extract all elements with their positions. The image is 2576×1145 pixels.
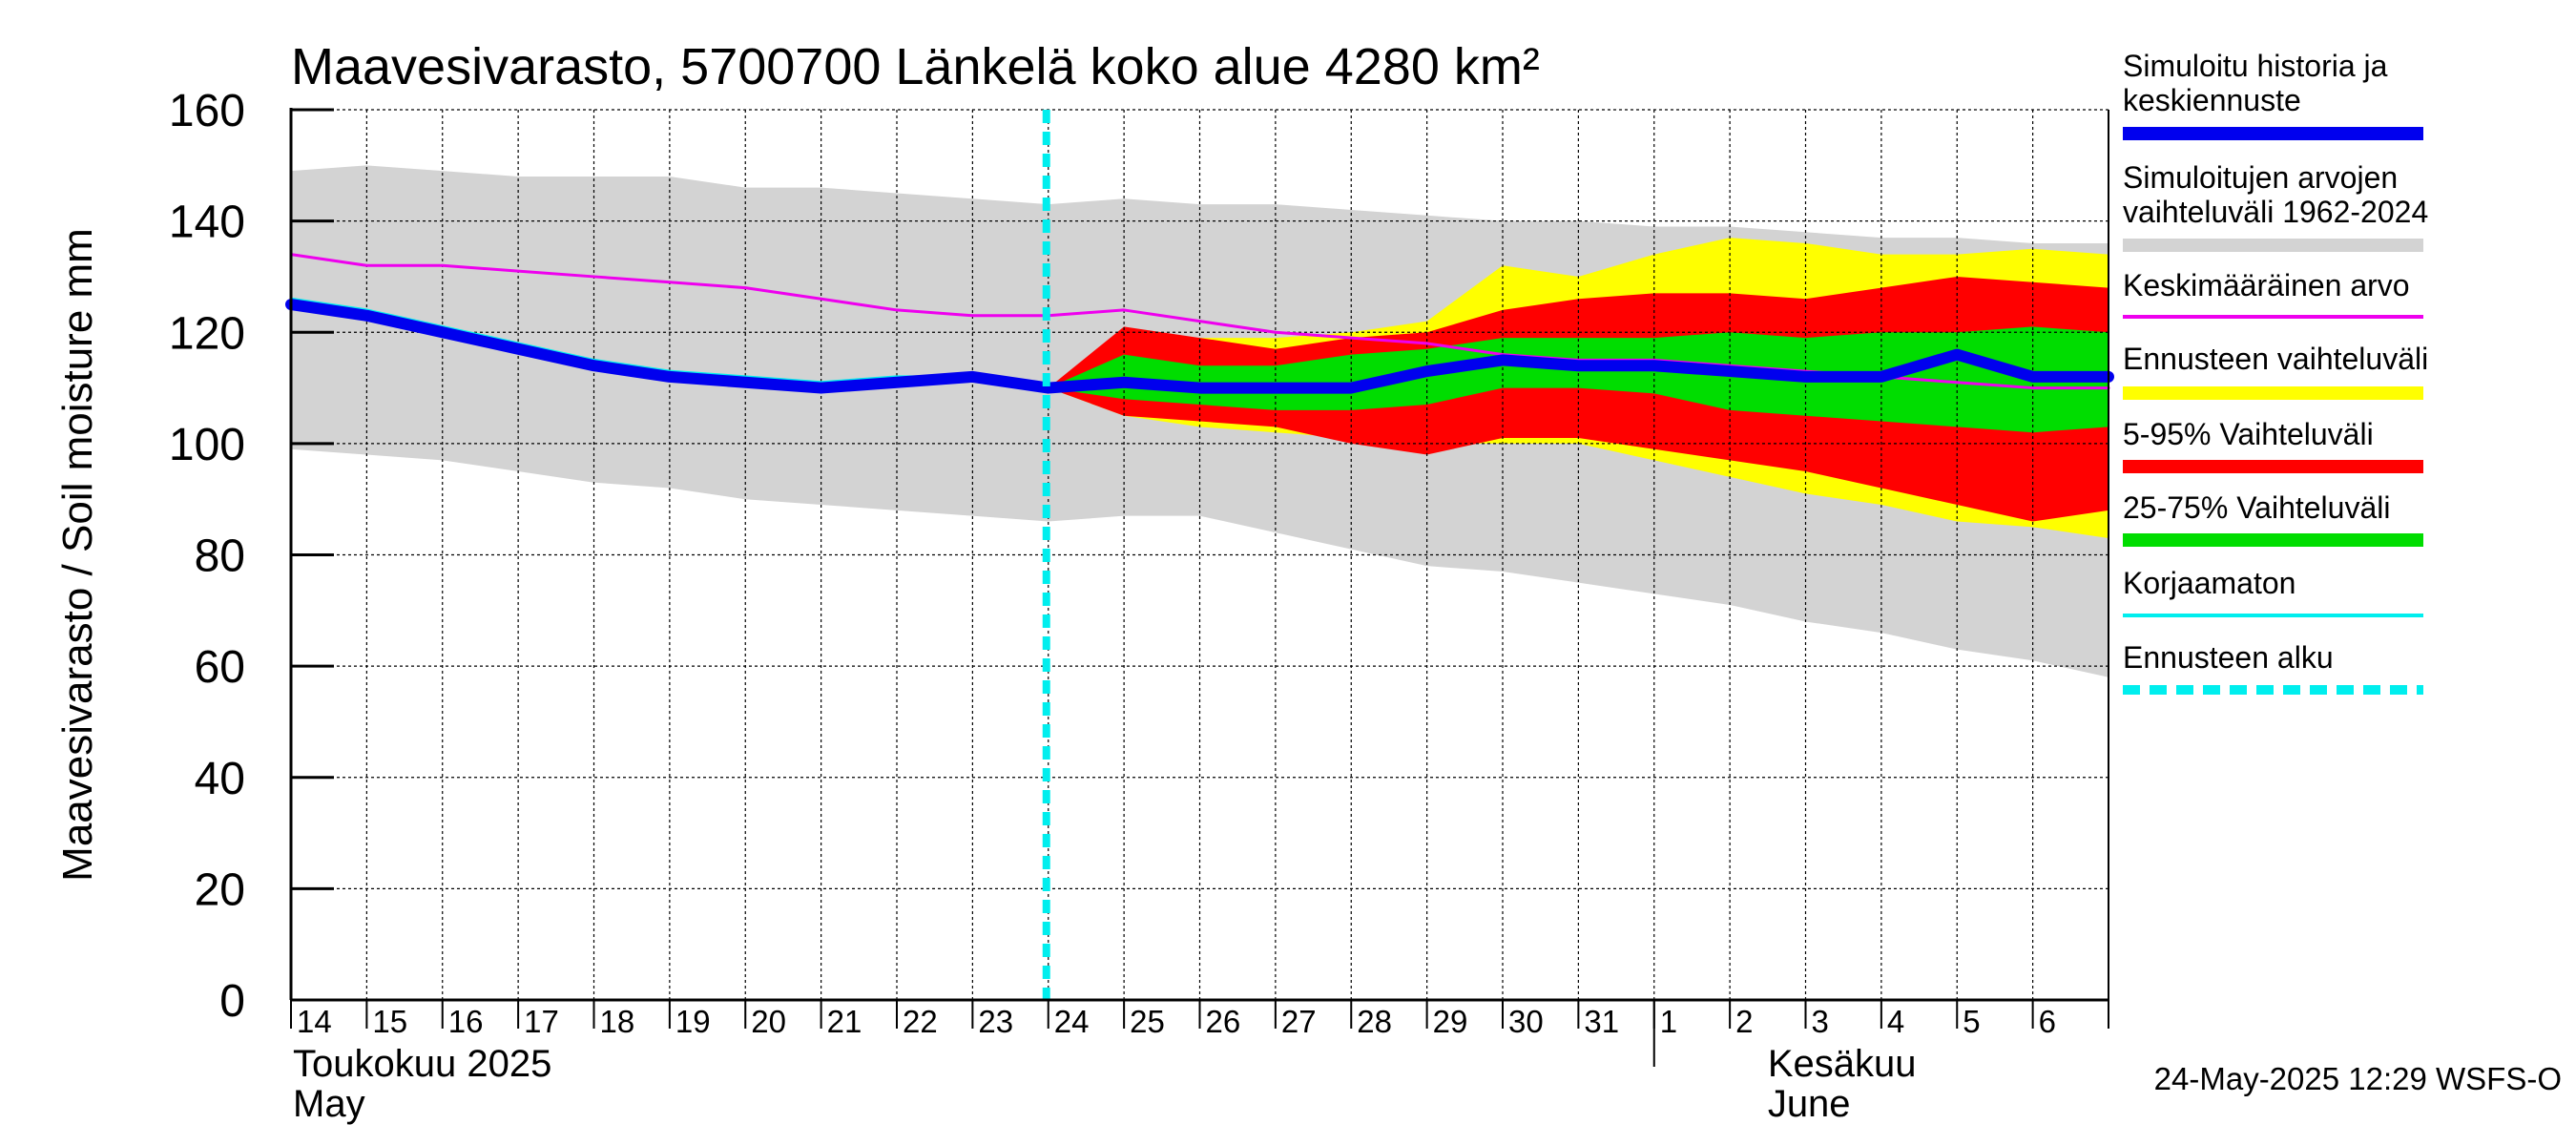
x-tick-label: 18 (600, 1004, 635, 1039)
y-axis-label: Maavesivarasto / Soil moisture mm (54, 228, 101, 882)
legend-label: Ennusteen alku (2123, 640, 2334, 675)
y-tick-label: 80 (195, 531, 245, 582)
x-tick-label: 30 (1508, 1004, 1544, 1039)
x-tick-label: 5 (1963, 1004, 1980, 1039)
month-label-en: May (293, 1083, 365, 1125)
x-tick-label: 14 (297, 1004, 332, 1039)
y-tick-label: 40 (195, 754, 245, 804)
legend-label: 25-75% Vaihteluväli (2123, 490, 2390, 525)
x-tick-label: 2 (1735, 1004, 1753, 1039)
legend-item: 25-75% Vaihteluväli (2123, 490, 2423, 547)
legend-label: vaihteluväli 1962-2024 (2123, 195, 2428, 229)
x-tick-label: 24 (1054, 1004, 1090, 1039)
x-tick-label: 16 (448, 1004, 484, 1039)
x-tick-label: 4 (1887, 1004, 1904, 1039)
legend-item: 5-95% Vaihteluväli (2123, 417, 2423, 473)
x-tick-label: 25 (1130, 1004, 1165, 1039)
x-tick-label: 22 (903, 1004, 938, 1039)
x-tick-label: 15 (372, 1004, 407, 1039)
x-tick-label: 1 (1660, 1004, 1677, 1039)
x-tick-label: 3 (1812, 1004, 1829, 1039)
legend-label: 5-95% Vaihteluväli (2123, 417, 2374, 451)
x-tick-label: 26 (1206, 1004, 1241, 1039)
y-tick-label: 20 (195, 864, 245, 915)
legend-item: Ennusteen vaihteluväli (2123, 342, 2428, 400)
legend-label: Simuloitujen arvojen (2123, 160, 2398, 195)
legend-label: keskiennuste (2123, 83, 2301, 117)
x-tick-label: 23 (978, 1004, 1013, 1039)
legend-label: Ennusteen vaihteluväli (2123, 342, 2428, 376)
y-tick-label: 0 (219, 976, 245, 1027)
timestamp-footer: 24-May-2025 12:29 WSFS-O (2154, 1061, 2562, 1096)
legend-item: Keskimääräinen arvo (2123, 268, 2423, 319)
x-tick-label: 6 (2039, 1004, 2056, 1039)
x-tick-label: 20 (751, 1004, 786, 1039)
x-tick-label: 19 (675, 1004, 711, 1039)
month-label-fi: Kesäkuu (1768, 1043, 1917, 1085)
y-tick-label: 120 (169, 308, 245, 359)
legend: Simuloitu historia jakeskiennusteSimuloi… (2123, 49, 2428, 695)
y-tick-label: 160 (169, 86, 245, 136)
x-tick-label: 31 (1584, 1004, 1619, 1039)
x-tick-label: 28 (1357, 1004, 1392, 1039)
legend-label: Keskimääräinen arvo (2123, 268, 2410, 302)
chart-title: Maavesivarasto, 5700700 Länkelä koko alu… (291, 38, 1540, 95)
month-label-fi: Toukokuu 2025 (293, 1043, 551, 1085)
x-tick-label: 27 (1281, 1004, 1317, 1039)
legend-label: Korjaamaton (2123, 566, 2296, 600)
y-tick-label: 140 (169, 198, 245, 248)
month-label-en: June (1768, 1083, 1851, 1125)
x-tick-label: 21 (827, 1004, 862, 1039)
legend-item: Ennusteen alku (2123, 640, 2423, 695)
series-line (285, 299, 2114, 394)
x-tick-label: 29 (1433, 1004, 1468, 1039)
legend-item: Korjaamaton (2123, 566, 2423, 617)
x-tick-label: 17 (524, 1004, 559, 1039)
y-tick-label: 60 (195, 642, 245, 693)
legend-label: Simuloitu historia ja (2123, 49, 2388, 83)
y-tick-label: 100 (169, 420, 245, 470)
